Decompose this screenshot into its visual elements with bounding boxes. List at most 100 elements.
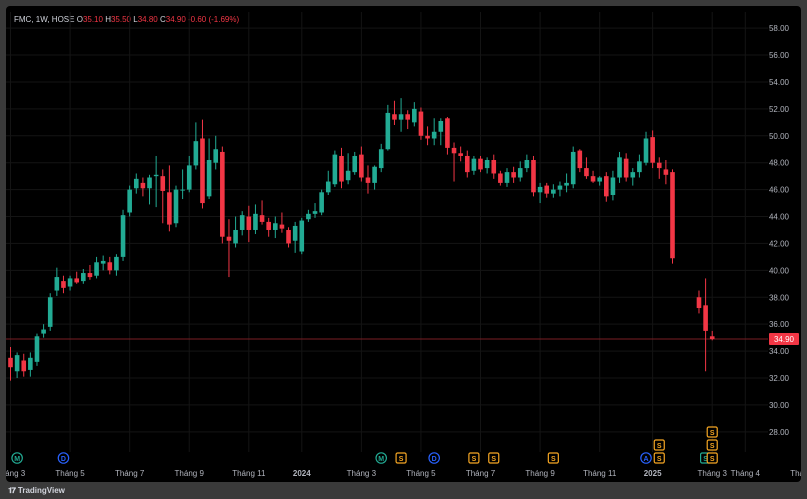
candle [133,173,139,194]
event-marker-split[interactable]: S [706,439,718,451]
x-tick-label: Tháng 5 [55,469,85,478]
candle [365,165,371,194]
candle-body [570,151,576,185]
event-marker-circle[interactable]: A [640,452,652,464]
candle [517,161,523,182]
tradingview-logo-icon[interactable]: 𝟏𝟕 [8,486,16,495]
event-marker-split[interactable]: S [706,452,718,464]
candle-body [524,160,530,169]
event-marker-label: S [657,443,662,450]
candle [319,189,324,216]
candlestick-chart[interactable]: 58.00 56.00 54.00 52.00 50.00 48.00 46.00 44.00… [6,6,801,482]
candle [637,154,642,178]
candle [564,173,569,193]
event-marker-label: S [710,443,715,450]
candle [332,150,338,187]
candle-body [114,256,119,271]
candle [47,293,53,331]
candle [385,104,391,151]
candle-body [233,229,238,244]
candle [438,118,444,146]
candle [392,100,397,126]
candle-body [34,336,40,362]
candle-body [140,182,146,189]
candle [431,118,437,146]
x-tick-label: Tháng 9 [175,469,205,478]
candle [67,275,73,291]
symbol-name: FMC [14,15,32,24]
close-value: 34.90 [165,15,186,24]
event-marker-label: S [491,456,496,463]
chart-frame[interactable]: FMC, 1W, HOSE O35.10 H35.50 L34.80 C34.9… [6,6,801,482]
high-value: 35.50 [110,15,132,24]
event-marker-split[interactable]: S [706,426,718,438]
x-tick-label: Tháng 11 [232,469,266,478]
candle [531,155,536,197]
candle [511,166,516,183]
candle [696,290,702,314]
candle-body [365,177,371,183]
interval: 1W [35,15,48,24]
candle [266,217,271,237]
candle-body [312,211,318,214]
candle-body [617,157,622,178]
candle-body [14,355,20,372]
event-marker-split[interactable]: S [468,452,480,464]
candle-body [100,260,106,264]
candle-body [623,158,629,178]
candle [445,116,450,155]
event-marker-split[interactable]: S [653,452,665,464]
change-value: -0.60 (-1.69%) [188,15,240,24]
candle [100,255,106,271]
y-tick-label: 54.00 [769,78,790,87]
candle [498,170,503,186]
candle-body [630,172,636,178]
brand-name[interactable]: TradingView [17,486,65,495]
candle-body [498,173,503,183]
candle-body [94,262,99,276]
candle-body [306,213,311,220]
event-marker-circle[interactable]: D [57,452,70,464]
candle-body [438,120,444,132]
event-marker-split[interactable]: S [395,452,407,464]
candle-body [167,192,172,225]
candle-body [637,161,642,173]
event-marker-box [547,452,559,464]
event-marker-split[interactable]: S [653,439,665,451]
candle [312,203,318,218]
candle [604,172,609,202]
candle-body [398,114,404,120]
candle-body [193,141,199,166]
event-marker-split[interactable]: S [488,452,500,464]
event-marker-circle[interactable]: M [11,452,23,464]
candle [239,211,245,236]
event-marker-label: S [472,456,477,463]
event-marker-circle[interactable]: D [428,452,440,464]
x-tick-label: 2024 [293,469,311,478]
candle-body [286,229,291,244]
candle-body [273,223,278,230]
event-marker-circle[interactable]: M [375,452,388,464]
candle-body [484,160,490,169]
candle-body [604,176,609,197]
candle [186,155,192,193]
event-marker-label: M [14,456,20,463]
candle-body [597,177,602,182]
candle-body [120,215,126,257]
candle [656,157,662,179]
event-marker-box [653,452,665,464]
candle-body [584,168,589,177]
candle-body [246,216,252,230]
event-marker-split[interactable]: S [547,452,559,464]
candle-body [504,172,510,183]
candle-body [266,221,271,230]
candle-body [325,181,331,193]
candle [584,157,589,179]
y-tick-label: 46.00 [769,186,790,195]
candle [226,219,232,278]
event-marker-label: S [703,456,708,463]
candle-body [445,118,450,148]
candle [54,267,60,296]
candle-body [670,172,675,259]
event-marker-ring [640,452,652,464]
